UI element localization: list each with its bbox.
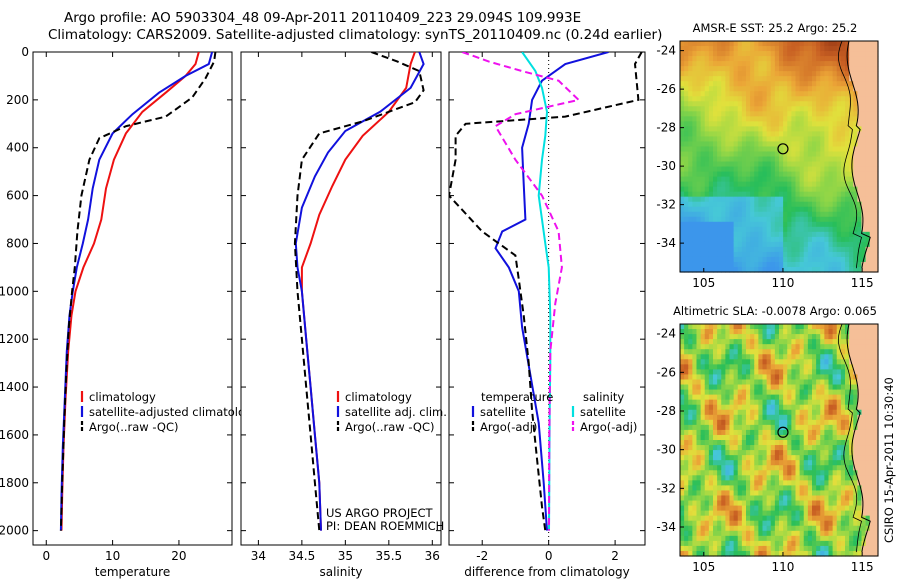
salinity-xtick-label: 35 — [338, 549, 353, 563]
difference-frame — [448, 51, 646, 546]
sst_map-ytick-label: -34 — [656, 236, 676, 250]
sst_map-xtick-label: 105 — [692, 276, 715, 290]
difference-xtick-label: 2 — [611, 549, 619, 563]
salinity-annotation-pi: PI: DEAN ROEMMICH — [326, 519, 444, 533]
difference-series-s_argo — [461, 52, 581, 531]
sst_map-ytick-label: -26 — [656, 82, 676, 96]
salinity-xtick-label: 34.5 — [289, 549, 316, 563]
sst_map-coastline — [846, 40, 871, 269]
temperature-xlabel: temperature — [95, 565, 170, 579]
sst_map-argo-marker — [777, 143, 789, 155]
difference-legend-label: temperature — [481, 390, 553, 404]
salinity-frame — [240, 51, 442, 546]
salinity-xtick-label: 34 — [251, 549, 266, 563]
temperature-series-satellite — [59, 52, 214, 531]
sla_map-ytick-label: -34 — [656, 520, 676, 534]
temperature-ytick-label: 1000 — [0, 284, 29, 298]
difference-legend-label: salinity — [583, 390, 624, 404]
salinity-legend-label: satellite adj. clim. — [345, 405, 447, 419]
difference-xlabel: difference from climatology — [464, 565, 630, 579]
temperature-xtick-label: 0 — [42, 549, 50, 563]
salinity-annotation-project: US ARGO PROJECT — [326, 506, 434, 520]
panel-temperature: 0 10 2002004006008001000120014001600180020… — [0, 45, 259, 579]
temperature-ytick-label: 200 — [6, 93, 29, 107]
difference-legend-label: Argo(-adj) — [480, 420, 537, 434]
temperature-legend-label: satellite-adjusted climatology — [89, 405, 259, 419]
difference-series-t_argo — [449, 52, 643, 531]
temperature-xtick-label: 20 — [171, 549, 186, 563]
temperature-ytick-label: 1200 — [0, 332, 29, 346]
difference-legend-label: satellite — [480, 405, 526, 419]
difference-xtick-label: -2 — [476, 549, 488, 563]
sla_map-shelf-contour — [837, 323, 862, 553]
difference-series-t_satellite — [494, 52, 609, 531]
salinity-xtick-label: 36 — [425, 549, 440, 563]
sla_map-cells — [680, 324, 879, 557]
salinity-legend-label: Argo(..raw -QC) — [345, 420, 435, 434]
temperature-legend-label: Argo(..raw -QC) — [89, 420, 179, 434]
sla_map-ytick-label: -30 — [656, 443, 676, 457]
sst_map-cells — [680, 41, 879, 273]
salinity-series-argo — [293, 52, 425, 531]
sst_map-frame — [679, 40, 879, 273]
temperature-ytick-label: 800 — [6, 236, 29, 250]
temperature-ytick-label: 2000 — [0, 524, 29, 538]
sst_map-ytick-label: -32 — [656, 198, 676, 212]
temperature-ytick-label: 1400 — [0, 380, 29, 394]
difference-xtick-label: 0 — [545, 549, 553, 563]
panel-salinity: 34 34.5 35 35.5 36 salinity climatologysatelli… — [240, 51, 447, 579]
sst_map-ytick-label: -30 — [656, 159, 676, 173]
temperature-frame — [32, 51, 233, 546]
sla_map-ytick-label: -26 — [656, 365, 676, 379]
sst_map-title: AMSR-E SST: 25.2 Argo: 25.2 — [693, 21, 858, 35]
sla_map-coastline — [846, 323, 871, 553]
sla_map-ytick-label: -28 — [656, 404, 676, 418]
temperature-xtick-label: 10 — [105, 549, 120, 563]
difference-series-s_satellite — [521, 52, 552, 531]
sla_map-argo-marker — [777, 426, 789, 438]
map-sla_map: 105 110 115 -24 -26 -28 -30 -32 -34 Altimetric SL… — [656, 304, 879, 574]
sst_map-xtick-label: 110 — [772, 276, 795, 290]
credit-text: CSIRO 15-Apr-2011 10:30:40 — [882, 377, 896, 543]
sla_map-ytick-label: -24 — [656, 327, 676, 341]
title-line-1: Argo profile: AO 5903304_48 09-Apr-2011 … — [64, 10, 582, 26]
temperature-ytick-label: 0 — [21, 45, 29, 59]
sst_map-ytick-label: -28 — [656, 121, 676, 135]
temperature-ytick-label: 1800 — [0, 476, 29, 490]
sst_map-ytick-label: -24 — [656, 44, 676, 58]
salinity-legend-label: climatology — [345, 390, 412, 404]
temperature-ytick-label: 600 — [6, 189, 29, 203]
temperature-legend-label: climatology — [89, 390, 156, 404]
salinity-xlabel: salinity — [319, 565, 362, 579]
panel-difference: -2 0 2 difference from climatology temperatu… — [448, 51, 646, 579]
sla_map-title: Altimetric SLA: -0.0078 Argo: 0.065 — [673, 304, 877, 318]
sla_map-xtick-label: 115 — [851, 560, 874, 574]
salinity-series-satellite — [294, 52, 425, 531]
title-line-2: Climatology: CARS2009. Satellite-adjuste… — [48, 27, 663, 43]
difference-legend-label: satellite — [580, 405, 626, 419]
sst_map-shelf-contour — [837, 40, 862, 269]
temperature-ytick-label: 400 — [6, 141, 29, 155]
sla_map-frame — [679, 323, 879, 557]
map-sst_map: 105 110 115 -24 -26 -28 -30 -32 -34 AMSR-E SST: 2… — [656, 21, 879, 290]
salinity-xtick-label: 35.5 — [375, 549, 402, 563]
sla_map-xtick-label: 105 — [692, 560, 715, 574]
temperature-series-argo — [59, 52, 217, 531]
sst_map-xtick-label: 115 — [851, 276, 874, 290]
temperature-ytick-label: 1600 — [0, 428, 29, 442]
sla_map-xtick-label: 110 — [772, 560, 795, 574]
sla_map-ytick-label: -32 — [656, 481, 676, 495]
difference-legend-label: Argo(-adj) — [580, 420, 637, 434]
